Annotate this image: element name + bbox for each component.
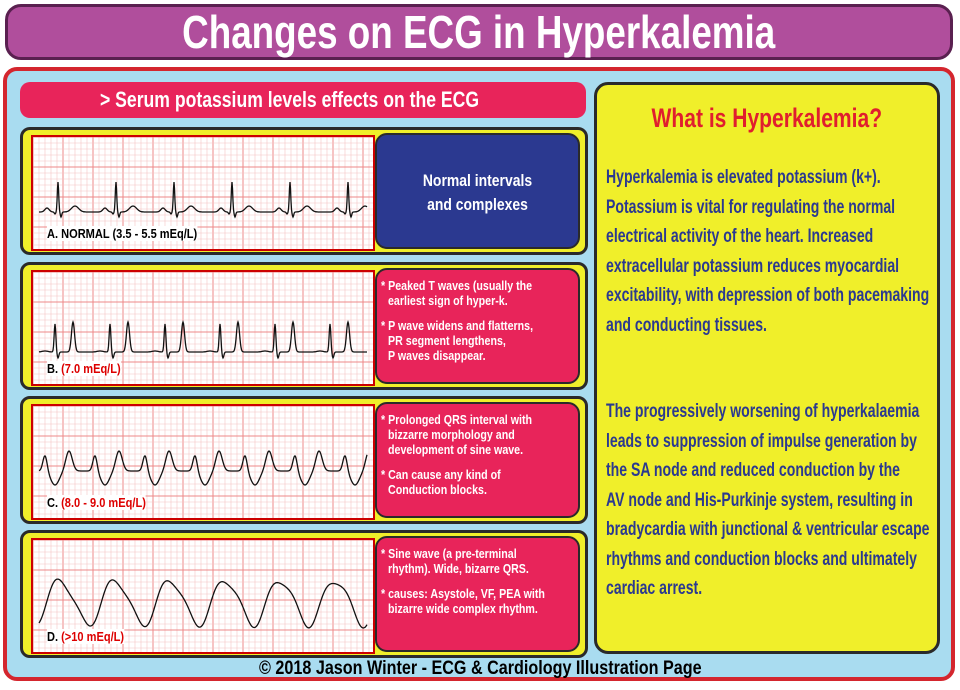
bullet-line: * P wave widens and flatterns,: [381, 318, 534, 333]
paragraph-line: bradycardia with junctional & ventricula…: [606, 519, 930, 540]
paragraph-line: The progressively worsening of hyperkala…: [606, 401, 920, 422]
ecg-label: B. (7.0 mEq/L): [47, 361, 121, 376]
bullet-line: rhythm). Wide, bizarre QRS.: [388, 561, 529, 576]
bullet: * Peaked T waves (usually the earliest si…: [381, 278, 574, 308]
ecg-strip: D. (>10 mEq/L): [31, 538, 375, 654]
label-letter: A. NORMAL: [47, 226, 110, 241]
label-range: (>10 mEq/L): [61, 629, 125, 644]
label-range: (8.0 - 9.0 mEq/L): [61, 495, 146, 510]
bullet-line: Normal intervals: [422, 171, 533, 190]
bullet-line: development of sine wave.: [388, 442, 524, 457]
bullet-line: P waves disappear.: [388, 348, 486, 363]
paragraph-line: electrical activity of the heart. Increa…: [606, 226, 874, 247]
label-letter: B.: [47, 361, 59, 376]
label-letter: C.: [47, 495, 59, 510]
description: * Peaked T waves (usually the earliest si…: [375, 268, 580, 384]
bullet-line: Conduction blocks.: [388, 482, 487, 497]
ecg-panel: D. (>10 mEq/L) * Sine wave (a pre-termina…: [20, 530, 588, 658]
heading: > Serum potassium levels effects on the …: [100, 87, 480, 112]
bullet-line: and complexes: [427, 195, 528, 214]
info-box: What is Hyperkalemia? Hyperkalemia is el…: [594, 82, 940, 654]
bullet: Normal intervals and complexes: [381, 169, 574, 217]
bullet-line: * Can cause any kind of: [381, 467, 501, 482]
paragraph-line: the SA node and reduced conduction by th…: [606, 460, 900, 481]
bullet: * causes: Asystole, VF, PEA with bizarre …: [381, 586, 574, 616]
ecg-trace: [32, 405, 373, 518]
description: * Prolonged QRS interval with bizzarre mo…: [375, 402, 580, 518]
heading-bar: > Serum potassium levels effects on the …: [20, 82, 586, 118]
description: Normal intervals and complexes: [375, 133, 580, 249]
bullet-line: * Peaked T waves (usually the: [381, 278, 533, 293]
bullet-line: bizzarre morphology and: [388, 427, 515, 442]
paragraph-line: extracellular potassium reduces myocardi…: [606, 255, 900, 277]
paragraph-line: excitability, with depression of both pa…: [606, 285, 930, 306]
ecg-strip: A. NORMAL (3.5 - 5.5 mEq/L): [31, 135, 375, 251]
bullet-line: * causes: Asystole, VF, PEA with: [381, 586, 545, 601]
ecg-panel: A. NORMAL (3.5 - 5.5 mEq/L) Normal interv…: [20, 127, 588, 255]
paragraph: Hyperkalemia is elevated potassium (k+).…: [606, 163, 960, 340]
bullet: * Can cause any kind of Conduction blocks…: [381, 467, 574, 497]
bullet: * P wave widens and flatterns, PR segment…: [381, 318, 574, 363]
description: * Sine wave (a pre-terminal rhythm). Wide…: [375, 536, 580, 652]
paragraph-line: AV node and His-Purkinje system, resulti…: [606, 489, 913, 511]
footer: © 2018 Jason Winter - ECG & Cardiology I…: [258, 658, 702, 679]
bullet-line: PR segment lengthens,: [388, 333, 506, 348]
ecg-panel: C. (8.0 - 9.0 mEq/L) * Prolonged QRS inte…: [20, 396, 588, 524]
paragraph-line: cardiac arrest.: [606, 578, 703, 599]
bullet-line: earliest sign of hyper-k.: [388, 293, 508, 308]
ecg-strip: B. (7.0 mEq/L): [31, 270, 375, 386]
title: Changes on ECG in Hyperkalemia: [182, 6, 776, 58]
ecg-label: C. (8.0 - 9.0 mEq/L): [47, 495, 146, 510]
ecg-strip: C. (8.0 - 9.0 mEq/L): [31, 404, 375, 520]
bullet-line: * Prolonged QRS interval with: [381, 412, 533, 427]
ecg-label: A. NORMAL (3.5 - 5.5 mEq/L): [47, 226, 198, 241]
footer-bar: © 2018 Jason Winter - ECG & Cardiology I…: [0, 658, 960, 680]
label-range: (7.0 mEq/L): [61, 361, 121, 376]
bullet: * Sine wave (a pre-terminal rhythm). Wide…: [381, 546, 574, 576]
paragraph-line: Potassium is vital for regulating the no…: [606, 196, 896, 218]
title-bar: Changes on ECG in Hyperkalemia: [5, 4, 953, 60]
label-letter: D.: [47, 629, 59, 644]
paragraph-line: leads to suppression of impulse generati…: [606, 430, 917, 452]
paragraph-line: and conducting tissues.: [606, 314, 767, 336]
paragraph-line: Hyperkalemia is elevated potassium (k+).: [606, 167, 881, 188]
ecg-label: D. (>10 mEq/L): [47, 629, 125, 644]
bullet-line: * Sine wave (a pre-terminal: [381, 546, 517, 561]
bullet-line: bizarre wide complex rhythm.: [388, 601, 538, 616]
label-range: (3.5 - 5.5 mEq/L): [112, 226, 198, 241]
paragraph: The progressively worsening of hyperkala…: [606, 397, 960, 604]
info-title: What is Hyperkalemia?: [651, 103, 883, 133]
bullet: * Prolonged QRS interval with bizzarre mo…: [381, 412, 574, 457]
ecg-panel: B. (7.0 mEq/L) * Peaked T waves (usually …: [20, 262, 588, 390]
ecg-trace: [32, 539, 373, 652]
info-title-box: What is Hyperkalemia?: [597, 103, 937, 134]
paragraph-line: rhythms and conduction blocks and ultima…: [606, 548, 917, 570]
